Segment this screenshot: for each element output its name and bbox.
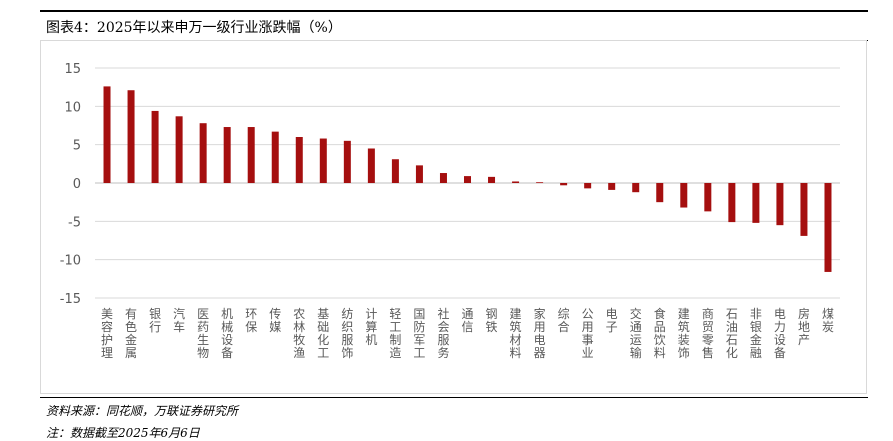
y-tick-label: -10 xyxy=(60,254,81,269)
bar xyxy=(415,165,423,183)
x-tick-label: 农林牧渔 xyxy=(293,307,305,360)
x-tick-label: 家用电器 xyxy=(534,306,546,360)
x-tick-label: 计算机 xyxy=(365,307,377,347)
x-tick-label: 汽车 xyxy=(173,306,185,334)
x-tick-label: 机械设备 xyxy=(221,307,233,360)
date-note: 注：数据截至2025年6月6日 xyxy=(46,426,200,440)
chart-frame xyxy=(40,40,867,394)
y-tick-label: 5 xyxy=(73,139,81,154)
bar xyxy=(680,183,688,208)
bar xyxy=(367,148,375,183)
bar xyxy=(728,183,736,223)
bar xyxy=(103,86,111,183)
bar xyxy=(824,183,832,272)
x-tick-label: 社会服务 xyxy=(437,306,449,360)
y-tick-label: 0 xyxy=(73,177,81,192)
y-tick-label: -5 xyxy=(68,215,81,230)
x-tick-label: 基础化工 xyxy=(317,307,329,360)
bar xyxy=(632,183,640,193)
x-tick-label: 建筑材料 xyxy=(510,307,522,360)
bar xyxy=(439,173,447,183)
x-tick-label: 商贸零售 xyxy=(702,306,714,360)
figure-title: 图表4：2025年以来申万一级行业涨跌幅（%） xyxy=(46,20,342,36)
bar xyxy=(295,137,303,183)
bar xyxy=(584,183,592,189)
x-tick-label: 钢铁 xyxy=(486,307,498,334)
x-tick-label: 通信 xyxy=(461,307,473,334)
bar xyxy=(752,183,760,223)
x-tick-label: 电力设备 xyxy=(774,307,786,360)
x-tick-label: 建筑装饰 xyxy=(678,307,690,360)
source-note: 资料来源：同花顺，万联证券研究所 xyxy=(46,404,239,418)
bar xyxy=(704,183,712,212)
title-bar: 图表4：2025年以来申万一级行业涨跌幅（%） xyxy=(40,10,868,41)
bar xyxy=(343,140,351,183)
bar xyxy=(271,131,279,183)
bar xyxy=(608,183,616,190)
x-tick-label: 纺织服饰 xyxy=(341,307,353,360)
bar xyxy=(319,138,327,183)
x-tick-label: 银行 xyxy=(149,307,161,334)
x-tick-label: 传媒 xyxy=(269,306,281,334)
x-tick-label: 房地产 xyxy=(798,306,810,347)
y-tick-label: -15 xyxy=(60,292,81,307)
x-tick-label: 非银金融 xyxy=(750,307,762,360)
x-tick-label: 石油石化 xyxy=(726,307,738,360)
x-tick-label: 美容护理 xyxy=(101,307,113,360)
x-tick-label: 医药生物 xyxy=(197,307,209,360)
x-tick-label: 食品饮料 xyxy=(654,306,666,360)
bar xyxy=(560,183,568,186)
source-divider xyxy=(40,397,868,398)
bar xyxy=(175,116,183,183)
x-tick-label: 交通运输 xyxy=(630,306,642,360)
bar xyxy=(464,176,471,183)
x-tick-label: 电子 xyxy=(606,307,618,334)
bar xyxy=(800,183,808,236)
x-tick-label: 公用事业 xyxy=(582,307,594,360)
bar xyxy=(127,90,135,183)
bar xyxy=(488,176,496,183)
bar-chart: 15 10 5 0 -5 -10 -15 美容护理有色金属银行汽车医药生物机械设备环保传媒农林… xyxy=(60,62,840,360)
y-tick-label: 10 xyxy=(64,100,81,115)
x-tick-label: 轻工制造 xyxy=(389,307,401,360)
bar xyxy=(223,127,231,183)
x-tick-label: 有色金属 xyxy=(125,307,137,360)
x-tick-label: 综合 xyxy=(558,307,570,334)
bar xyxy=(776,183,784,226)
x-tick-label: 环保 xyxy=(245,307,257,334)
bar xyxy=(536,182,544,184)
bar xyxy=(151,110,159,183)
bar xyxy=(199,123,207,183)
bar xyxy=(656,183,664,203)
bar xyxy=(391,159,399,183)
bar xyxy=(512,181,520,183)
x-tick-label: 煤炭 xyxy=(822,307,834,334)
y-tick-label: 15 xyxy=(64,62,81,77)
x-tick-label: 国防军工 xyxy=(413,307,425,360)
bar xyxy=(247,127,255,183)
